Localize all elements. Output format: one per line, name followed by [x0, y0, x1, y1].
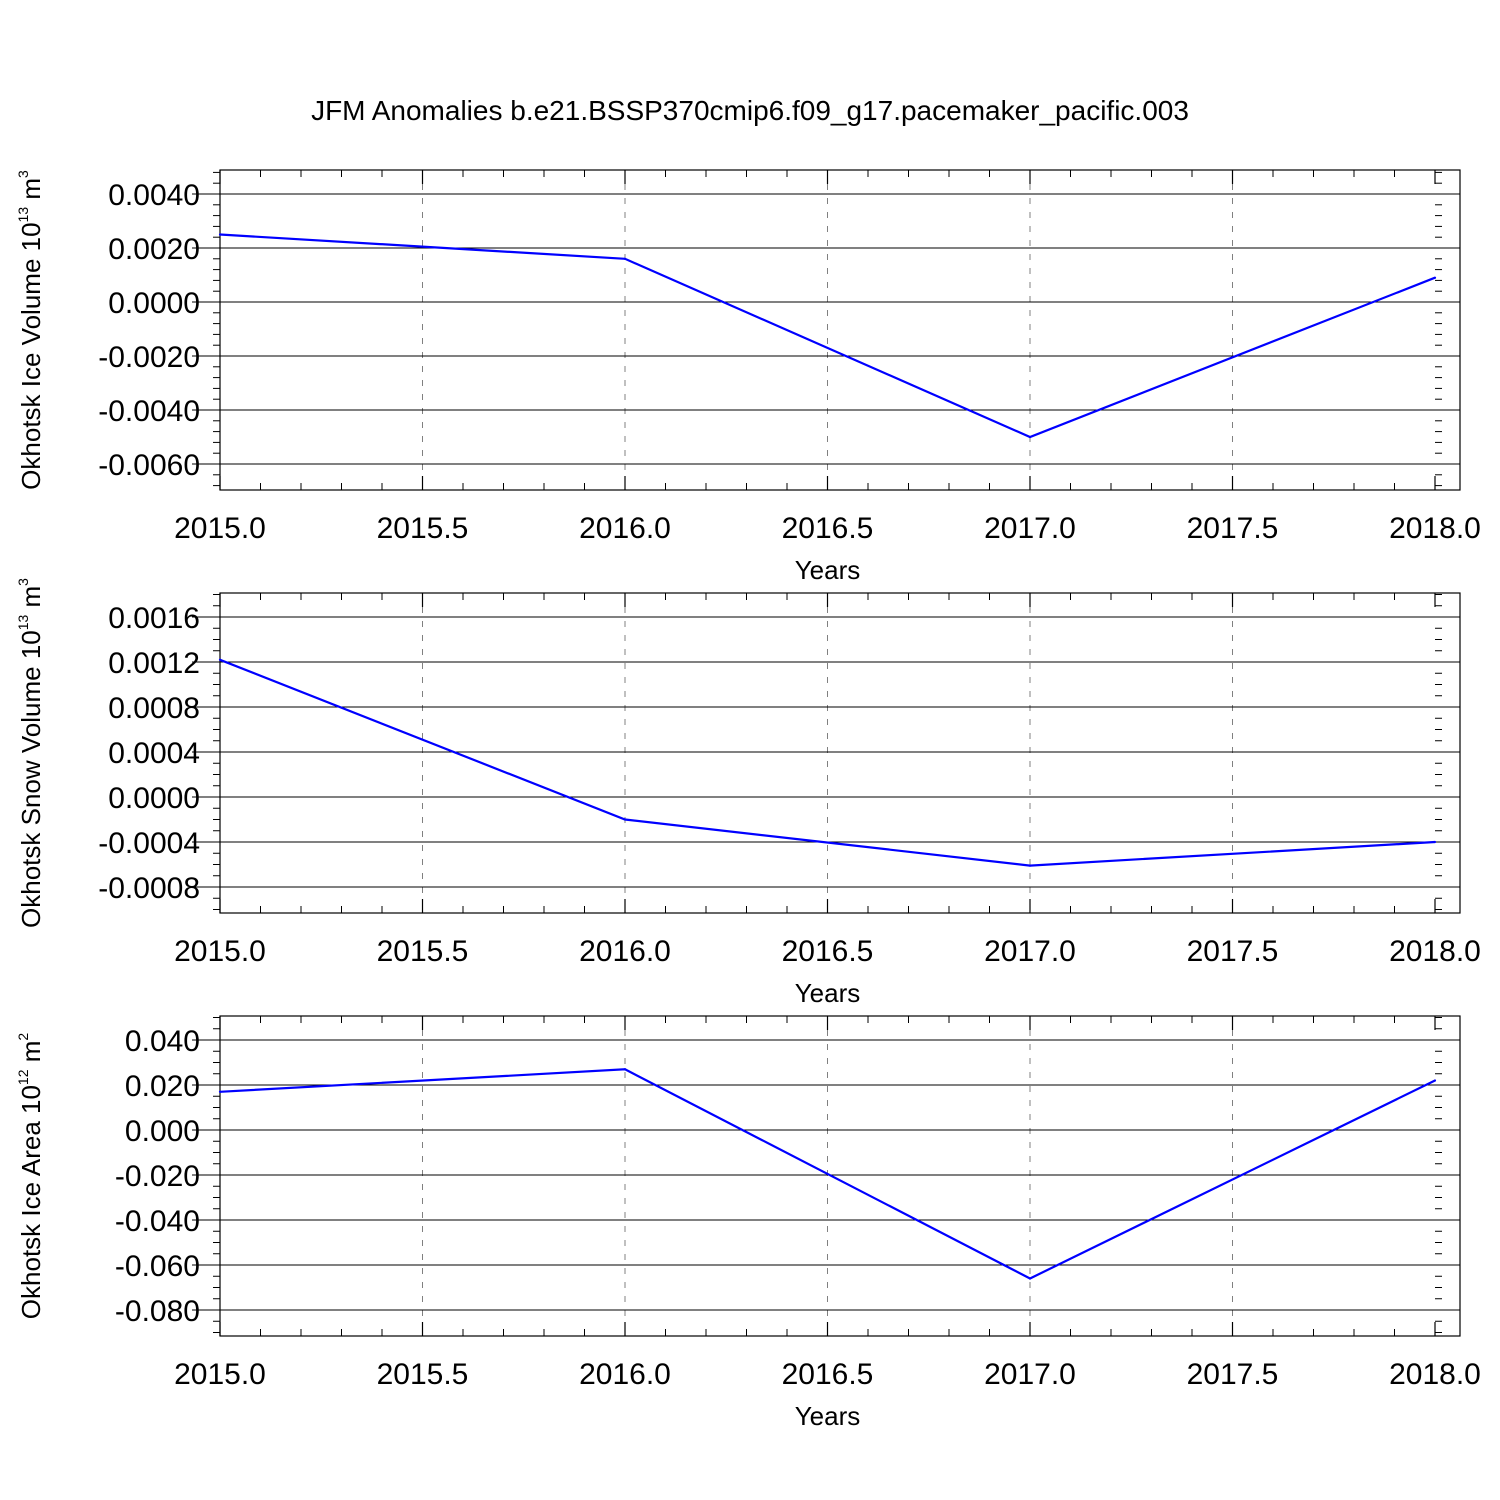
y-axis-title-exponent: 13	[15, 614, 31, 630]
data-point	[623, 1068, 627, 1071]
x-tick-label: 2015.5	[377, 512, 469, 545]
x-tick-label: 2015.5	[377, 935, 469, 968]
x-tick-label: 2016.5	[782, 935, 874, 968]
y-axis-title-unit-exponent: 3	[15, 578, 31, 586]
chart-panel-2: -0.0008 -0.0004 0.0000 0.0004 0.0008 0.0012 0.…	[15, 578, 1481, 1008]
x-tick-label: 2018.0	[1389, 1358, 1481, 1391]
y-tick-label: 0.0004	[108, 737, 200, 770]
series-line	[219, 1068, 1436, 1280]
figure-title: JFM Anomalies b.e21.BSSP370cmip6.f09_g17…	[311, 95, 1189, 126]
series-line	[219, 233, 1436, 439]
x-axis-title: Years	[795, 978, 861, 1008]
y-tick-label: 0.0000	[108, 287, 200, 320]
data-point	[623, 818, 627, 821]
y-tick-label: 0.0020	[108, 233, 200, 266]
y-tick-label: -0.0020	[98, 341, 200, 374]
x-tick-label: 2015.5	[377, 1358, 469, 1391]
plot-frame	[219, 169, 1461, 491]
plot-frame	[219, 1015, 1461, 1337]
y-axis-title: Okhotsk Snow Volume 1013 m3	[15, 578, 46, 928]
y-tick-label: -0.060	[115, 1250, 200, 1283]
y-tick-label: -0.040	[115, 1205, 200, 1238]
x-tick-label: 2016.0	[579, 512, 671, 545]
data-point	[218, 1090, 222, 1093]
plot-frame	[219, 592, 1461, 914]
chart-panel-3: -0.080 -0.060 -0.040 -0.020 0.000 0.020 0.040 2…	[15, 1015, 1481, 1431]
y-tick-label: -0.080	[115, 1295, 200, 1328]
x-tick-label: 2016.5	[782, 512, 874, 545]
data-point	[1433, 840, 1437, 844]
x-axis-title: Years	[795, 555, 861, 585]
x-tick-label: 2017.5	[1187, 512, 1279, 545]
y-tick-label: -0.0060	[98, 449, 200, 482]
x-tick-label: 2016.0	[579, 1358, 671, 1391]
y-tick-label: 0.0000	[108, 782, 200, 815]
data-point	[218, 233, 222, 236]
y-axis-title-text: Okhotsk Ice Area 10	[16, 1085, 46, 1319]
y-axis-title-text: Okhotsk Ice Volume 10	[16, 222, 46, 489]
y-tick-label: -0.020	[115, 1160, 200, 1193]
y-tick-label: 0.0016	[108, 602, 200, 635]
y-axis-title-text: Okhotsk Snow Volume 10	[16, 630, 46, 928]
y-tick-label: -0.0008	[98, 872, 200, 905]
x-tick-label: 2017.5	[1187, 1358, 1279, 1391]
y-axis-title-exponent: 13	[15, 207, 31, 223]
y-axis-title: Okhotsk Ice Area 1012 m2	[15, 1033, 46, 1320]
y-tick-label: 0.0012	[108, 647, 200, 680]
chart-panels: -0.0060 -0.0040 -0.0020 0.0000 0.0020 0.0040 2…	[15, 169, 1481, 1431]
x-tick-label: 2015.0	[174, 1358, 266, 1391]
data-point	[1028, 1277, 1032, 1280]
data-point	[1433, 276, 1437, 279]
x-tick-label: 2017.0	[984, 935, 1076, 968]
y-tick-label: 0.020	[125, 1070, 200, 1103]
x-tick-label: 2016.0	[579, 935, 671, 968]
y-axis-title-unit: m	[16, 586, 46, 615]
data-point	[623, 257, 627, 260]
x-tick-label: 2017.0	[984, 512, 1076, 545]
x-tick-label: 2016.5	[782, 1358, 874, 1391]
y-axis-title-unit-exponent: 3	[15, 170, 31, 178]
y-tick-label: 0.040	[125, 1025, 200, 1058]
x-tick-label: 2018.0	[1389, 935, 1481, 968]
x-tick-label: 2015.0	[174, 935, 266, 968]
chart-panel-1: -0.0060 -0.0040 -0.0020 0.0000 0.0020 0.0040 2…	[15, 169, 1481, 585]
x-tick-label: 2015.0	[174, 512, 266, 545]
data-point	[1433, 1079, 1437, 1082]
y-axis-title-unit: m	[16, 1041, 46, 1070]
y-tick-label: 0.000	[125, 1115, 200, 1148]
y-axis-title-exponent: 12	[15, 1069, 31, 1085]
y-tick-label: -0.0004	[98, 827, 200, 860]
data-point	[1028, 435, 1032, 439]
x-tick-label: 2017.5	[1187, 935, 1279, 968]
data-point	[218, 658, 222, 661]
y-axis-title-unit-exponent: 2	[15, 1033, 31, 1041]
y-axis-title-unit: m	[16, 178, 46, 207]
data-point	[1028, 864, 1032, 867]
x-tick-label: 2017.0	[984, 1358, 1076, 1391]
y-tick-label: 0.0008	[108, 692, 200, 725]
series-line	[219, 658, 1436, 867]
x-axis-title: Years	[795, 1401, 861, 1431]
x-tick-label: 2018.0	[1389, 512, 1481, 545]
y-axis-title: Okhotsk Ice Volume 1013 m3	[15, 170, 46, 490]
y-tick-label: -0.0040	[98, 395, 200, 428]
y-tick-label: 0.0040	[108, 179, 200, 212]
